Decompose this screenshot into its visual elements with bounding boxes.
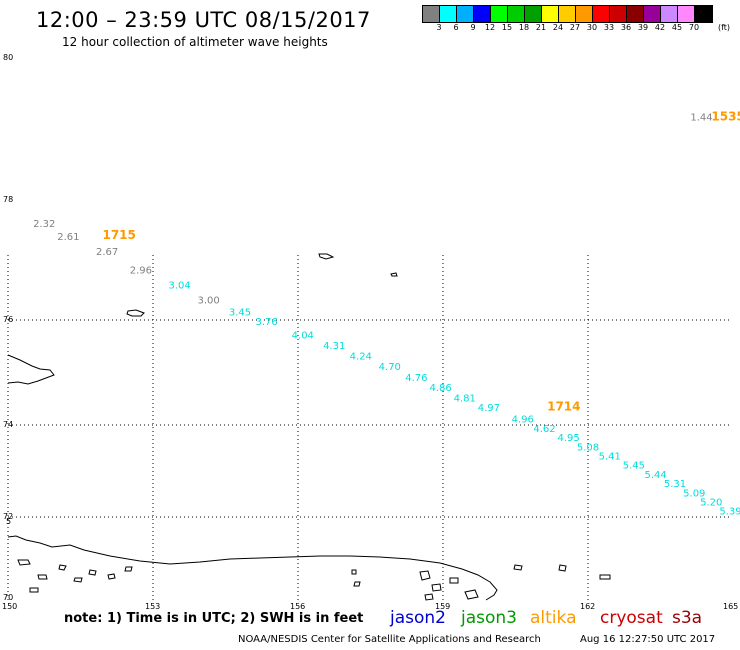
wave-height-label: 5.39 [719, 507, 740, 518]
colorbar-swatch [644, 6, 661, 22]
colorbar-tick-label: 12 [484, 23, 496, 32]
colorbar-tick-label: 24 [552, 23, 564, 32]
wave-height-label: 4.62 [533, 424, 555, 435]
colorbar-tick-label: 42 [654, 23, 666, 32]
footer-note: note: 1) Time is in UTC; 2) SWH is in fe… [64, 611, 364, 626]
lat-label-72: 72 [3, 512, 13, 521]
colorbar-swatch [508, 6, 525, 22]
legend-jason2: jason2 [390, 608, 446, 628]
wave-height-label: 5.31 [664, 479, 686, 490]
colorbar-tick-label: 33 [603, 23, 615, 32]
colorbar-tick-label: 9 [470, 23, 476, 32]
wave-height-label: 4.24 [350, 351, 372, 362]
longitude-labels: 150 153 156 159 162 165 [2, 602, 738, 611]
colorbar-swatch [423, 6, 440, 22]
generated-timestamp: Aug 16 12:27:50 UTC 2017 [580, 634, 716, 645]
wave-height-label: 5.09 [683, 488, 705, 499]
grid [7, 255, 732, 600]
colorbar-tick-label: 27 [569, 23, 581, 32]
colorbar-swatch [661, 6, 678, 22]
wave-height-label: 5.20 [700, 498, 722, 509]
legend-altika: altika [530, 608, 577, 628]
coastline [7, 253, 611, 601]
pass-time-label: 1715 [102, 228, 135, 242]
credit-line: NOAA/NESDIS Center for Satellite Applica… [238, 634, 541, 645]
colorbar-swatch [678, 6, 695, 22]
wave-height-label: 4.81 [454, 393, 476, 404]
colorbar-swatch [627, 6, 644, 22]
wave-height-label: 3.00 [197, 295, 219, 306]
wave-height-label: 5.45 [623, 461, 645, 472]
wave-height-label: 4.04 [292, 330, 314, 341]
lat-label-extra: 5 [6, 517, 11, 526]
colorbar-tick-label: 39 [637, 23, 649, 32]
colorbar-swatch [457, 6, 474, 22]
lon-label-162: 162 [580, 602, 595, 611]
lat-label-78: 78 [3, 195, 13, 204]
wave-height-label: 4.86 [429, 383, 451, 394]
colorbar [422, 5, 713, 23]
wave-height-label: 5.41 [599, 452, 621, 463]
colorbar-swatch [542, 6, 559, 22]
colorbar-swatch [576, 6, 593, 22]
colorbar-tick-label: 36 [620, 23, 632, 32]
colorbar-swatch [474, 6, 491, 22]
colorbar-tick-label: 15 [501, 23, 513, 32]
colorbar-tick-label: 70 [688, 23, 700, 32]
wave-height-label: 3.04 [168, 281, 190, 292]
page-title: 12:00 – 23:59 UTC 08/15/2017 [36, 8, 371, 32]
wave-height-label: 2.32 [33, 219, 55, 230]
colorbar-unit: (ft) [718, 23, 731, 32]
page-subtitle: 12 hour collection of altimeter wave hei… [62, 35, 328, 49]
colorbar-tick-label: 3 [436, 23, 442, 32]
colorbar-tick-label: 6 [453, 23, 459, 32]
altimeter-tracks: 2.322.61 2.67 2.96 3.00 1715 3.04 3.45 3.76 4.04… [33, 110, 740, 518]
colorbar-swatch [593, 6, 610, 22]
colorbar-swatch [491, 6, 508, 22]
wave-height-label: 4.95 [557, 433, 579, 444]
wave-height-label: 3.76 [255, 317, 277, 328]
legend-cryosat: cryosat [600, 608, 663, 628]
pass-time-label: 1535 [711, 110, 740, 124]
colorbar-swatch [440, 6, 457, 22]
legend-s3a: s3a [672, 608, 703, 628]
colorbar-tick-label: 45 [671, 23, 683, 32]
lon-label-153: 153 [145, 602, 160, 611]
colorbar-swatch [559, 6, 576, 22]
wave-height-label: 4.70 [379, 362, 401, 373]
pass-time-label: 1714 [547, 399, 580, 413]
lon-label-156: 156 [290, 602, 305, 611]
colorbar-tick-label: 18 [518, 23, 530, 32]
colorbar-tick-label: 30 [586, 23, 598, 32]
colorbar-swatch [525, 6, 542, 22]
lon-label-165: 165 [723, 602, 738, 611]
lon-label-159: 159 [435, 602, 450, 611]
legend-jason3: jason3 [461, 608, 517, 628]
wave-height-label: 5.08 [577, 442, 599, 453]
colorbar-swatch [610, 6, 627, 22]
lat-label-74: 74 [3, 420, 13, 429]
latitude-labels: 80 78 76 74 72 70 5 [3, 53, 13, 602]
wave-height-label: 2.61 [57, 232, 79, 243]
wave-height-label: 1.44 [690, 113, 712, 124]
lat-label-76: 76 [3, 315, 13, 324]
lat-label-70: 70 [3, 593, 13, 602]
wave-height-label: 4.97 [478, 403, 500, 414]
lon-label-150: 150 [2, 602, 17, 611]
wave-height-label: 2.96 [130, 265, 152, 276]
wave-height-label: 4.31 [323, 341, 345, 352]
wave-height-label: 3.45 [229, 307, 251, 318]
wave-height-label: 2.67 [96, 247, 118, 258]
wave-height-label: 5.44 [644, 470, 666, 481]
lat-label-80: 80 [3, 53, 13, 62]
colorbar-swatch [695, 6, 712, 22]
wave-height-label: 4.76 [405, 373, 427, 384]
wave-height-label: 4.96 [512, 414, 534, 425]
colorbar-tick-label: 21 [535, 23, 547, 32]
